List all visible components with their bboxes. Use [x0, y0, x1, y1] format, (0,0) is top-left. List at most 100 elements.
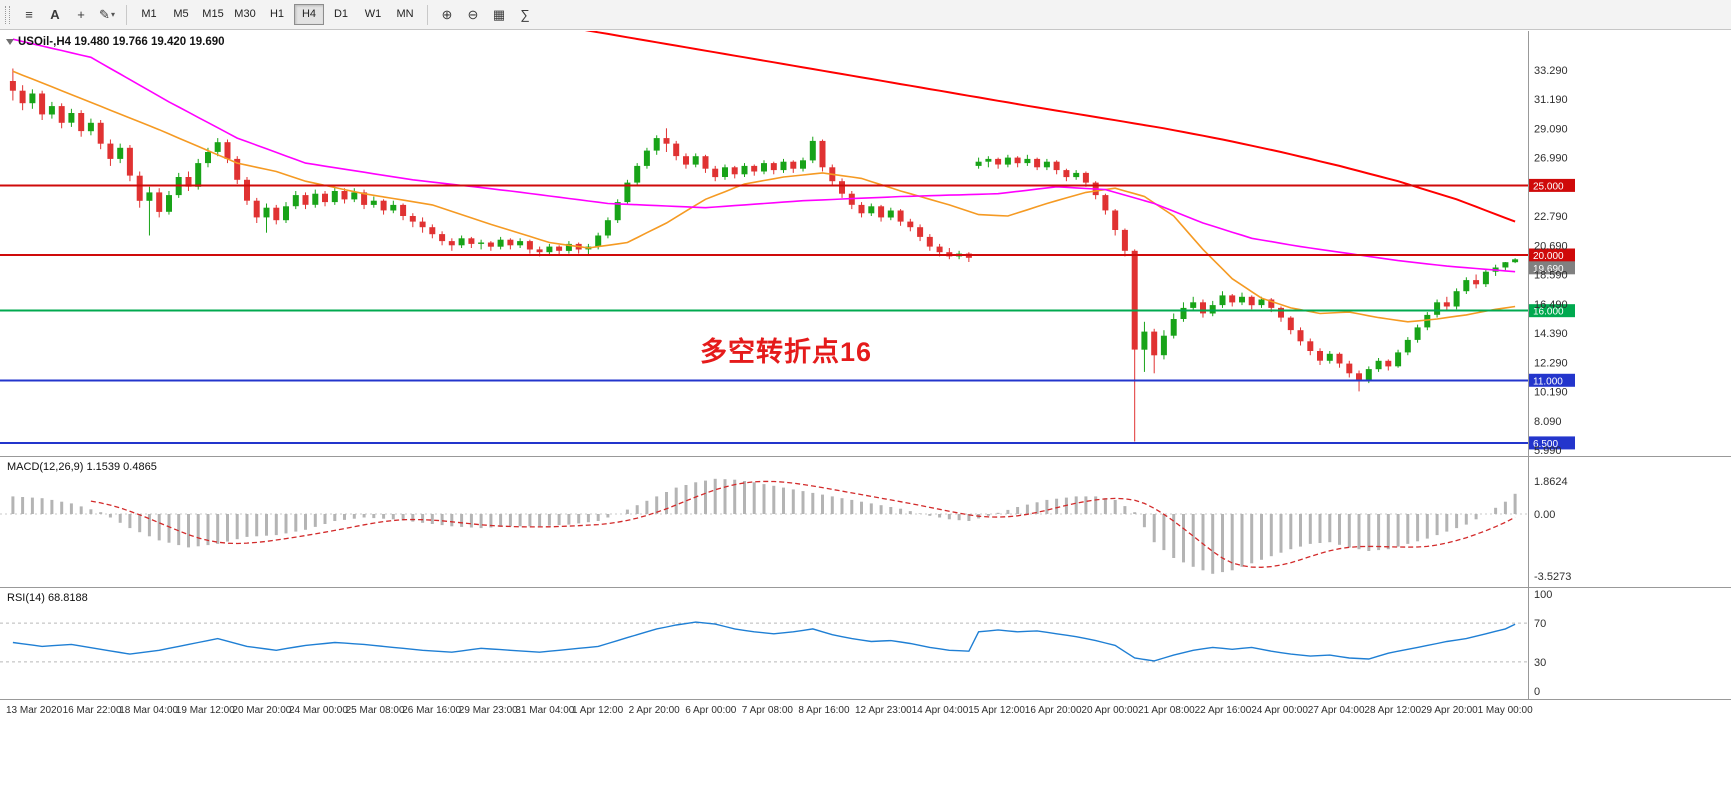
toolbar-separator	[427, 4, 428, 25]
rsi-panel: 100 70 30 0 RSI(14) 68.8188	[0, 587, 1731, 700]
time-label: 29 Mar 23:00	[458, 705, 518, 716]
time-label: 25 Mar 08:00	[345, 705, 405, 716]
price-badge-6.500	[1529, 436, 1575, 450]
timeframe-d1[interactable]: D1	[333, 8, 349, 20]
time-label: 7 Apr 08:00	[741, 705, 793, 716]
time-axis[interactable]: 13 Mar 2020 16 Mar 22:00 18 Mar 04:00 19 Ma…	[0, 699, 1731, 728]
time-label: 20 Apr 00:00	[1081, 705, 1139, 716]
dropdown-arrow-icon: ▾	[110, 10, 115, 19]
svg-text:19.690: 19.690	[1533, 264, 1564, 275]
svg-text:-3.5273: -3.5273	[1534, 571, 1571, 583]
crosshair-icon[interactable]: +	[77, 7, 85, 22]
svg-text:14.390: 14.390	[1534, 328, 1568, 340]
svg-text:12.290: 12.290	[1534, 357, 1568, 369]
timeframe-toolbar: M1 M5 M15 M30 H1 H4 D1 W1 MN	[133, 4, 421, 25]
price-badge-11.000	[1529, 373, 1575, 387]
ma-slow-red[interactable]	[13, 31, 1516, 223]
chart-objects-icon[interactable]: ≡	[25, 7, 33, 22]
time-label: 18 Mar 04:00	[119, 705, 179, 716]
svg-text:10.190: 10.190	[1534, 387, 1568, 399]
svg-text:22.790: 22.790	[1534, 211, 1568, 223]
rsi-canvas[interactable]: 100 70 30 0	[0, 588, 1731, 700]
time-label: 26 Mar 16:00	[402, 705, 462, 716]
time-label: 28 Apr 12:00	[1364, 705, 1422, 716]
symbol-ohlc-text: USOil-,H4 19.480 19.766 19.420 19.690	[18, 36, 225, 48]
rsi-line	[12, 621, 1516, 662]
rsi-label: RSI(14) 68.8188	[7, 592, 88, 604]
timeframe-h4[interactable]: H4	[294, 4, 324, 25]
text-tool[interactable]: A	[50, 7, 60, 22]
macd-values: 1.1539 0.4865	[86, 461, 157, 473]
time-label: 19 Mar 12:00	[175, 705, 235, 716]
time-label: 2 Apr 20:00	[628, 705, 680, 716]
svg-text:16.000: 16.000	[1533, 307, 1564, 318]
macd-panel: 1.8624 0.00 -3.5273 MACD(12,26,9) 1.1539 0…	[0, 456, 1731, 588]
timeframe-m30[interactable]: M30	[234, 8, 256, 20]
svg-text:0.00: 0.00	[1534, 509, 1555, 521]
timeframe-m1[interactable]: M1	[141, 8, 157, 20]
toolbar-right-tools: ⊕ ⊖ ▦ ∑	[434, 3, 538, 26]
timeframe-w1[interactable]: W1	[364, 8, 382, 20]
svg-text:20.690: 20.690	[1534, 240, 1568, 252]
time-label: 12 Apr 23:00	[855, 705, 912, 716]
toolbar-separator	[126, 4, 127, 25]
svg-text:26.990: 26.990	[1534, 153, 1568, 165]
macd-signal-line	[90, 480, 1516, 568]
svg-text:30: 30	[1534, 657, 1546, 669]
main-chart-panel: 25.000 20.000 16.000 11.000 6.500 19.690 33.29…	[0, 31, 1731, 456]
time-label: 16 Apr 20:00	[1024, 705, 1082, 716]
time-label: 31 Mar 04:00	[515, 705, 575, 716]
svg-text:18.590: 18.590	[1534, 270, 1568, 282]
time-label: 1 Apr 12:00	[572, 705, 624, 716]
tile-windows-icon[interactable]: ▦	[492, 6, 506, 22]
time-label: 24 Apr 00:00	[1251, 705, 1308, 716]
svg-text:8.090: 8.090	[1534, 416, 1562, 428]
symbol-ohlc-label: USOil-,H4 19.480 19.766 19.420 19.690	[6, 36, 225, 48]
macd-canvas[interactable]: 1.8624 0.00 -3.5273	[0, 457, 1731, 588]
annotation-text[interactable]: 多空转折点16	[700, 337, 873, 367]
price-badge-20.000	[1529, 248, 1575, 262]
svg-text:11.000: 11.000	[1533, 376, 1563, 387]
svg-text:29.090: 29.090	[1534, 124, 1568, 136]
timeframe-mn[interactable]: MN	[396, 8, 414, 20]
svg-text:33.290: 33.290	[1534, 65, 1568, 77]
time-label: 27 Apr 04:00	[1307, 705, 1365, 716]
time-label: 6 Apr 00:00	[685, 705, 737, 716]
ma-mid-magenta[interactable]	[12, 38, 1516, 273]
pencil-icon[interactable]: ✎ ▾	[99, 6, 115, 22]
rsi-name: RSI(14)	[7, 592, 45, 604]
time-label: 29 Apr 20:00	[1421, 705, 1478, 716]
svg-text:100: 100	[1534, 589, 1552, 601]
svg-text:31.190: 31.190	[1534, 94, 1568, 106]
time-label: 15 Apr 12:00	[968, 705, 1025, 716]
time-label: 21 Apr 08:00	[1138, 705, 1195, 716]
toolbar: ≡ A + ✎ ▾ M1 M5 M15 M30 H1 H4 D1 W1 MN ⊕ ⊖ ▦ ∑	[0, 0, 1731, 30]
ma-fast-orange[interactable]	[12, 70, 1516, 323]
time-label: 16 Mar 22:00	[62, 705, 122, 716]
svg-text:0: 0	[1534, 686, 1540, 698]
svg-text:20.000: 20.000	[1533, 251, 1564, 262]
svg-text:6.500: 6.500	[1533, 439, 1558, 450]
zoom-out-icon[interactable]: ⊖	[467, 6, 479, 22]
timeframe-m15[interactable]: M15	[202, 8, 224, 20]
timeframe-m5[interactable]: M5	[173, 8, 189, 20]
toolbar-grip[interactable]	[5, 5, 10, 24]
macd-label: MACD(12,26,9) 1.1539 0.4865	[7, 461, 157, 473]
time-label: 24 Mar 00:00	[289, 705, 348, 716]
toolbar-left-tools: ≡ A + ✎ ▾	[16, 3, 120, 26]
time-label: 1 May 00:00	[1477, 705, 1533, 716]
svg-text:5.990: 5.990	[1534, 445, 1562, 456]
time-label: 14 Apr 04:00	[911, 705, 969, 716]
chart-shift-marker-icon	[6, 39, 14, 45]
time-label: 20 Mar 20:00	[232, 705, 292, 716]
macd-name: MACD(12,26,9)	[7, 461, 84, 473]
rsi-value: 68.8188	[47, 592, 88, 604]
timeframe-h1[interactable]: H1	[269, 8, 285, 20]
main-chart-canvas[interactable]: 25.00020.00016.00011.0006.50019.69033.29…	[0, 31, 1731, 456]
svg-text:1.8624: 1.8624	[1534, 476, 1568, 488]
current-price-badge	[1529, 261, 1575, 275]
zoom-in-icon[interactable]: ⊕	[441, 6, 453, 22]
time-label: 13 Mar 2020	[6, 705, 63, 716]
time-label: 22 Apr 16:00	[1194, 705, 1252, 716]
indicators-icon[interactable]: ∑	[520, 7, 530, 22]
